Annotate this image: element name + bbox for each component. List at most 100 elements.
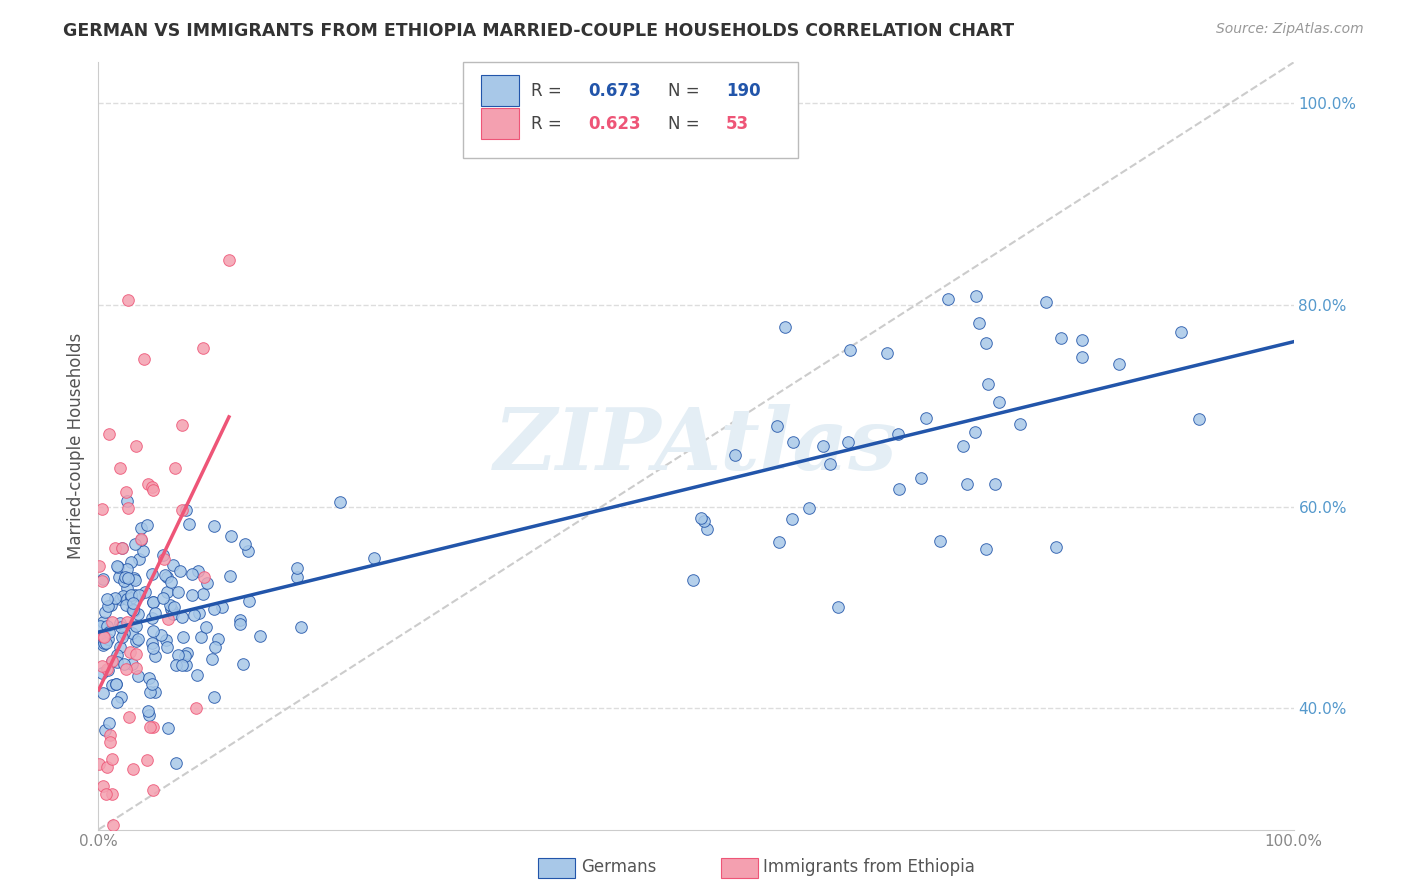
Point	[91, 686, 114, 700]
Point	[110, 690, 132, 704]
Point	[201, 651, 224, 665]
Point	[101, 787, 124, 801]
Point	[112, 626, 135, 640]
Point	[1108, 358, 1130, 372]
Point	[125, 439, 148, 453]
Point	[91, 573, 114, 587]
Point	[101, 654, 124, 668]
Point	[129, 533, 152, 547]
Text: Germans: Germans	[581, 858, 657, 876]
Point	[172, 503, 194, 517]
Point	[121, 602, 143, 616]
Point	[1071, 333, 1094, 347]
Point	[89, 559, 111, 574]
Point	[193, 341, 215, 355]
Point	[984, 476, 1007, 491]
Point	[153, 567, 176, 582]
Point	[143, 606, 166, 620]
Point	[162, 607, 184, 621]
Point	[89, 619, 111, 633]
Point	[91, 779, 114, 793]
Point	[143, 684, 166, 698]
Point	[97, 625, 120, 640]
Point	[165, 756, 187, 770]
Point	[127, 607, 149, 621]
Point	[114, 570, 136, 584]
Point	[134, 584, 156, 599]
Point	[165, 657, 187, 672]
Point	[108, 592, 131, 607]
Point	[117, 293, 139, 307]
Point	[132, 543, 155, 558]
Point	[156, 585, 179, 599]
Point	[87, 757, 110, 772]
Point	[138, 708, 160, 723]
Point	[170, 658, 193, 673]
Point	[114, 485, 136, 500]
Point	[914, 410, 936, 425]
Point	[159, 598, 181, 612]
Point	[827, 600, 849, 615]
Point	[218, 253, 240, 268]
Point	[156, 640, 179, 654]
Point	[124, 571, 146, 585]
Point	[90, 658, 112, 673]
Point	[141, 567, 163, 582]
Point	[96, 788, 118, 802]
Point	[115, 494, 138, 508]
Point	[190, 630, 212, 644]
Point	[91, 574, 114, 588]
Point	[108, 570, 131, 584]
Point	[111, 541, 134, 556]
Point	[195, 619, 218, 633]
Point	[172, 630, 194, 644]
Point	[118, 645, 141, 659]
Point	[117, 591, 139, 606]
Point	[115, 562, 138, 576]
Point	[876, 346, 898, 360]
Point	[105, 648, 128, 662]
Point	[136, 754, 159, 768]
Point	[967, 316, 990, 330]
Point	[93, 605, 115, 619]
Point	[115, 615, 138, 629]
Point	[105, 655, 128, 669]
Point	[90, 665, 112, 680]
Point	[122, 603, 145, 617]
Point	[111, 590, 134, 604]
Point	[94, 723, 117, 737]
Point	[162, 600, 184, 615]
Point	[202, 602, 225, 616]
Point	[104, 541, 127, 555]
Point	[97, 664, 120, 678]
Point	[977, 377, 1000, 392]
Point	[176, 657, 198, 672]
Point	[159, 574, 181, 589]
Point	[114, 662, 136, 676]
Point	[160, 603, 183, 617]
Point	[936, 292, 959, 306]
Point	[98, 734, 121, 748]
Point	[724, 448, 747, 462]
Point	[115, 598, 138, 612]
Text: 53: 53	[725, 115, 749, 133]
Text: N =: N =	[668, 115, 706, 133]
Point	[142, 595, 165, 609]
Point	[97, 599, 120, 614]
Point	[167, 648, 190, 663]
Point	[887, 482, 910, 496]
Point	[910, 471, 932, 485]
Point	[105, 695, 128, 709]
Point	[207, 632, 229, 647]
Point	[233, 537, 256, 551]
Point	[107, 883, 129, 892]
Point	[96, 618, 118, 632]
Point	[363, 550, 385, 565]
Point	[91, 639, 114, 653]
Point	[125, 647, 148, 661]
Point	[131, 520, 153, 534]
Point	[141, 636, 163, 650]
Point	[118, 883, 141, 892]
Point	[96, 760, 118, 774]
Point	[818, 457, 841, 471]
